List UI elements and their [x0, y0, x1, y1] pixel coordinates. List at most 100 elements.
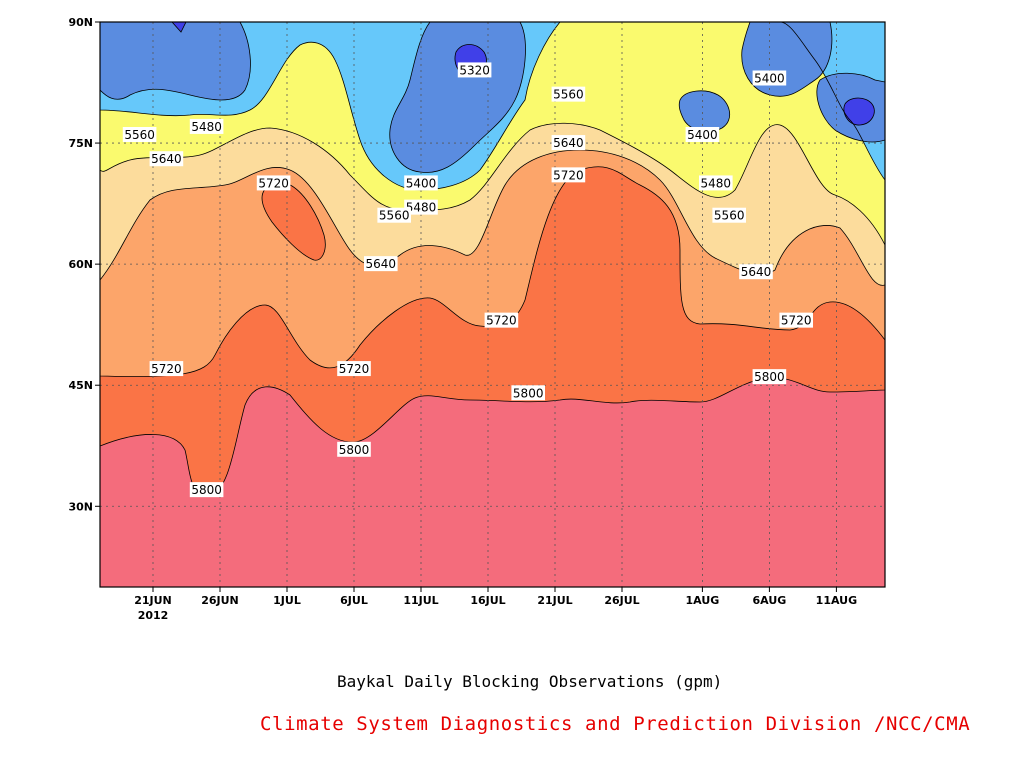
contour-label-text: 5400	[406, 176, 437, 190]
y-tick-label: 30N	[68, 500, 93, 513]
contour-label: 5320	[457, 62, 492, 78]
contour-label-text: 5800	[754, 370, 785, 384]
contour-label-bg	[404, 199, 438, 215]
band-below-5320-c	[172, 22, 186, 32]
x-tick-label: 26JUN	[201, 594, 239, 607]
contour-label-bg	[122, 127, 157, 142]
contour-label-bg	[189, 118, 224, 134]
grid-lines	[100, 22, 885, 587]
contour-label-bg	[551, 86, 586, 102]
contour-fills	[100, 22, 885, 587]
contour-label-bg	[256, 175, 291, 191]
chart-credit: Climate System Diagnostics and Predictio…	[260, 713, 971, 735]
contour-label-text: 5720	[151, 362, 182, 376]
contour-label: 5720	[484, 312, 519, 328]
x-tick-label: 26JUL	[604, 594, 639, 607]
contour-line	[843, 97, 875, 126]
contour-label: 5640	[149, 151, 184, 167]
band-below-5320-b	[843, 98, 875, 126]
contour-label-bg	[712, 207, 746, 223]
x-tick-label: 6JUL	[340, 594, 368, 607]
contour-label: 5720	[551, 167, 586, 183]
contour-label-bg	[337, 441, 371, 457]
band-5320-5400-a	[100, 22, 251, 100]
chart-title: Baykal Daily Blocking Observations (gpm)	[337, 672, 723, 691]
contour-label-text: 5800	[191, 483, 222, 497]
x-tick-label: 16JUL	[470, 594, 505, 607]
contour-label-text: 5720	[339, 362, 370, 376]
contour-label: 5480	[404, 199, 438, 215]
contour-label-text: 5640	[151, 152, 182, 166]
contour-label-text: 5400	[754, 72, 785, 86]
y-tick-label: 75N	[68, 137, 93, 150]
x-year-label: 2012	[138, 609, 169, 622]
contour-label-text: 5560	[553, 88, 584, 102]
x-tick-label: 21JUN	[134, 594, 172, 607]
contour-line	[389, 22, 526, 173]
contour-label-bg	[685, 127, 720, 142]
contour-label: 5560	[377, 207, 411, 223]
y-tick-label: 45N	[68, 379, 93, 392]
contour-label-bg	[377, 207, 411, 223]
contour-label-bg	[551, 135, 586, 151]
contour-label: 5720	[149, 361, 184, 377]
contour-label: 5720	[337, 361, 371, 377]
contour-label-bg	[551, 167, 586, 183]
contour-label-bg	[752, 369, 787, 385]
contour-label-bg	[149, 151, 184, 167]
contour-label: 5720	[256, 175, 291, 191]
x-tick-label: 1JUL	[273, 594, 301, 607]
contour-label: 5560	[551, 86, 586, 102]
contour-label-text: 5560	[714, 209, 745, 223]
contour-label: 5560	[712, 207, 746, 223]
contour-label-text: 5320	[459, 63, 490, 77]
contour-line	[171, 22, 187, 33]
contour-label-bg	[189, 482, 224, 498]
y-tick-label: 90N	[68, 16, 93, 29]
contour-label-bg	[739, 264, 773, 280]
contour-label: 5400	[404, 175, 438, 191]
contour-line	[816, 72, 885, 143]
contour-label: 5480	[189, 118, 224, 134]
contour-line	[741, 22, 833, 97]
contour-label: 5800	[189, 482, 224, 498]
x-tick-label: 6AUG	[753, 594, 787, 607]
contour-label-text: 5640	[741, 265, 772, 279]
contour-label-text: 5480	[406, 201, 437, 215]
contour-label: 5480	[699, 175, 733, 191]
y-tick-label: 60N	[68, 258, 93, 271]
x-tick-label: 11AUG	[816, 594, 857, 607]
contour-label: 5560	[122, 127, 157, 142]
contour-label-bg	[779, 312, 813, 328]
contour-label-text: 5720	[781, 314, 812, 328]
contour-label: 5800	[511, 385, 545, 401]
contour-label-text: 5800	[339, 443, 370, 457]
contour-label-text: 5720	[486, 314, 517, 328]
plot-frame	[99, 21, 886, 588]
contour-labels: 5320540054005400548054805480556055605560…	[122, 62, 813, 498]
band-5320-5400-d	[679, 90, 730, 132]
x-tick-label: 21JUL	[537, 594, 572, 607]
contour-label-text: 5400	[687, 128, 718, 142]
contour-label-text: 5640	[366, 257, 397, 271]
contour-line	[100, 22, 251, 101]
contour-label: 5720	[779, 312, 813, 328]
contour-label-bg	[457, 62, 492, 78]
contour-label: 5400	[685, 127, 720, 142]
contour-label-bg	[337, 361, 371, 377]
contour-label: 5800	[337, 441, 371, 457]
contour-label: 5640	[551, 135, 586, 151]
contour-label-bg	[699, 175, 733, 191]
x-tick-label: 1AUG	[686, 594, 720, 607]
contour-label-bg	[484, 312, 519, 328]
contour-label-text: 5640	[553, 136, 584, 150]
contour-label-text: 5720	[258, 176, 289, 190]
contour-label-bg	[752, 70, 787, 86]
y-axis: 30N 45N 60N 75N 90N	[68, 16, 100, 513]
contour-label-text: 5560	[379, 209, 410, 223]
x-tick-label: 11JUL	[403, 594, 438, 607]
contour-label-bg	[404, 175, 438, 191]
contour-label-text: 5480	[701, 176, 732, 190]
x-axis: 21JUN 26JUN 1JUL 6JUL 11JUL 16JUL 21JUL 26JUL 1A…	[134, 587, 857, 607]
contour-line	[100, 22, 885, 377]
